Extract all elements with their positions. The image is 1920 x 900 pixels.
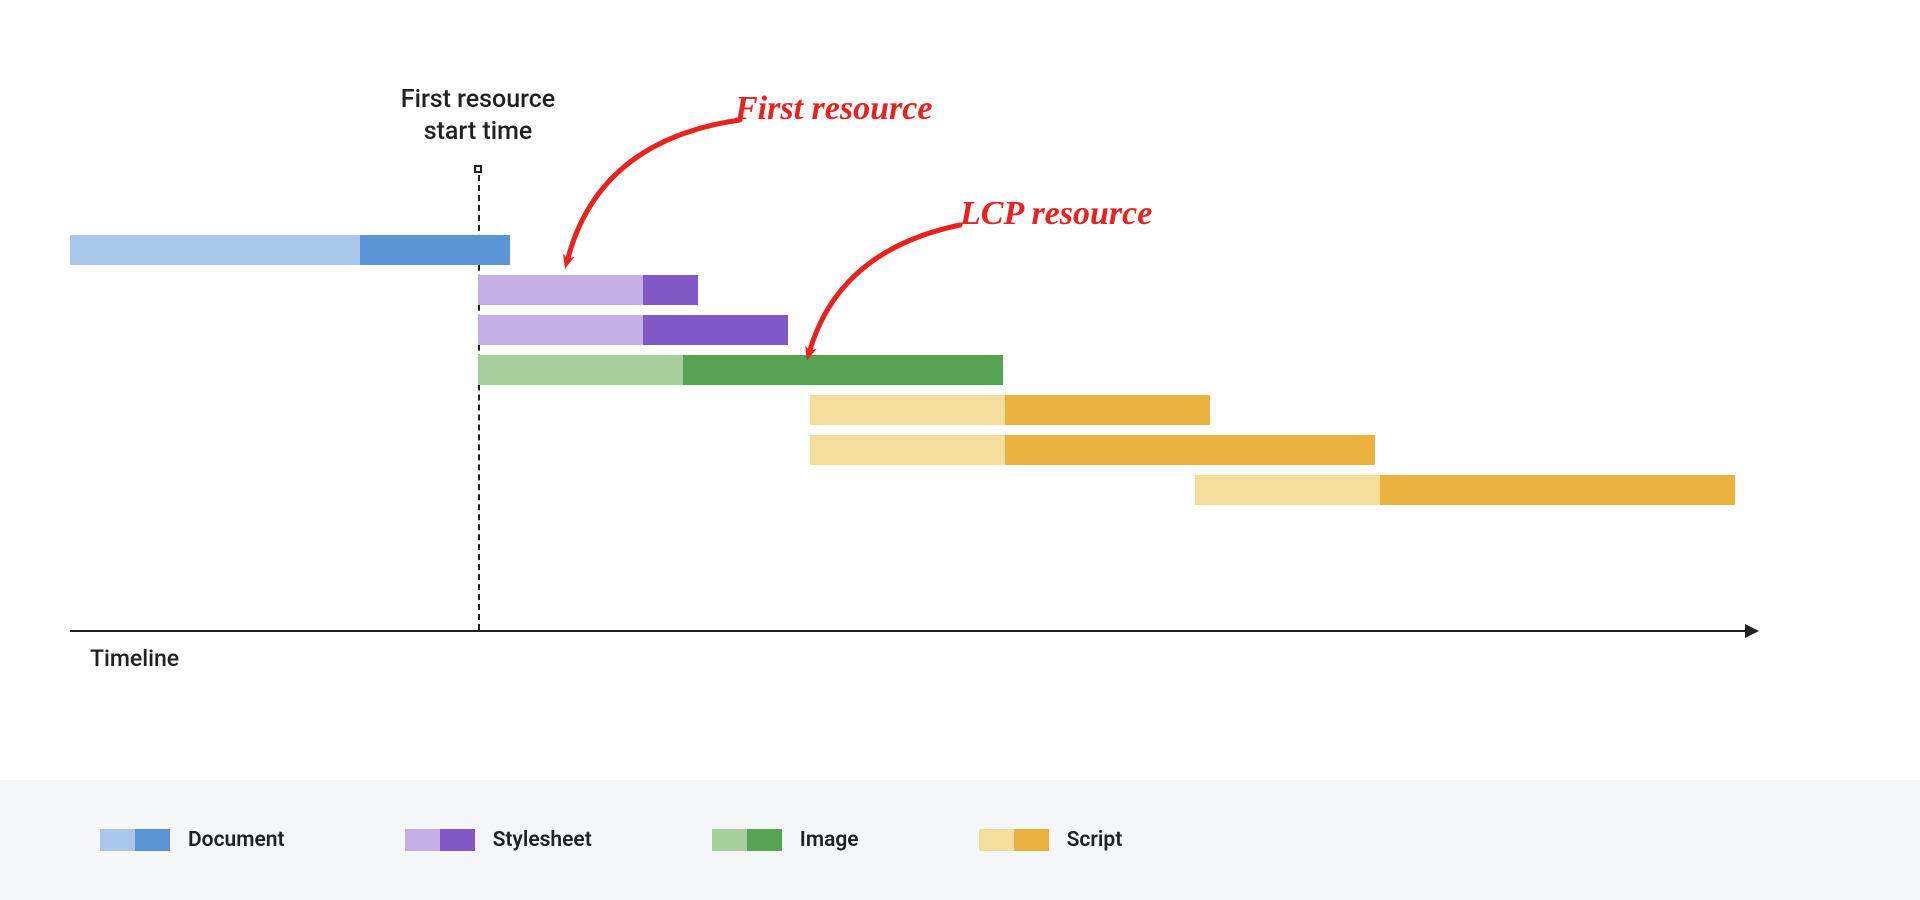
legend-label: Document bbox=[188, 828, 285, 852]
chart-area: First resource start time Timeline First… bbox=[0, 0, 1920, 780]
legend-item-stylesheet: Stylesheet bbox=[405, 828, 592, 852]
legend-item-script: Script bbox=[979, 828, 1123, 852]
legend-item-document: Document bbox=[100, 828, 285, 852]
legend-item-image: Image bbox=[712, 828, 859, 852]
diagram-canvas: First resource start time Timeline First… bbox=[0, 0, 1920, 900]
legend-swatch bbox=[712, 829, 782, 851]
legend-swatch bbox=[100, 829, 170, 851]
legend-swatch bbox=[405, 829, 475, 851]
legend-label: Image bbox=[800, 828, 859, 852]
annotation-arrow-icon bbox=[0, 0, 1920, 900]
legend-label: Script bbox=[1067, 828, 1123, 852]
legend-label: Stylesheet bbox=[493, 828, 592, 852]
legend-swatch bbox=[979, 829, 1049, 851]
legend: Document Stylesheet Image Script bbox=[0, 780, 1920, 900]
